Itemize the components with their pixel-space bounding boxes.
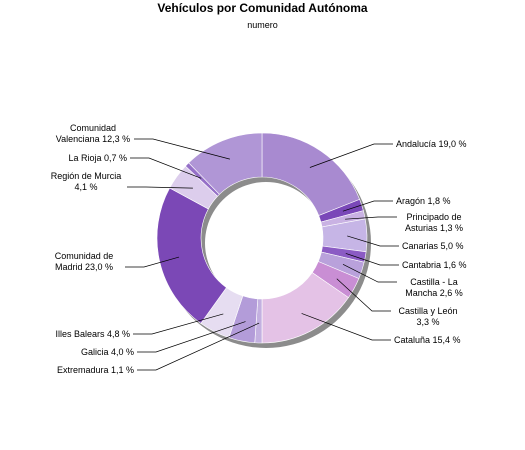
leader-line: [336, 278, 391, 312]
leader-line: [347, 235, 399, 247]
slice-label: Castilla y León 3,3 %: [398, 306, 457, 327]
chart-subtitle: numero: [247, 20, 278, 30]
slice-label: Cantabria 1,6 %: [402, 260, 467, 270]
leader-line: [137, 321, 246, 353]
slices-group: [156, 132, 368, 344]
leader-line: [134, 138, 230, 160]
leader-line: [125, 256, 180, 268]
chart-title: Vehículos por Comunidad Autónoma: [157, 1, 368, 15]
slice-label: Cataluña 15,4 %: [394, 335, 461, 345]
slice-label: Extremadura 1,1 %: [57, 365, 134, 375]
slice-label: Aragón 1,8 %: [396, 196, 451, 206]
slice-label: Comunidad de Madrid 23,0 %: [55, 251, 114, 272]
slice-label: Castilla - La Mancha 2,6 %: [405, 277, 463, 298]
slice-labels-group: Andalucía 19,0 % Aragón 1,8 % Principado d…: [51, 123, 467, 375]
leader-line: [342, 263, 397, 283]
leader-line: [137, 322, 260, 371]
slice-label: Illes Balears 4,8 %: [55, 329, 130, 339]
slice-label: Canarias 5,0 %: [402, 241, 464, 251]
pie-slice: [188, 132, 263, 195]
leader-line: [301, 313, 391, 341]
leader-line: [130, 157, 202, 179]
slice-label: Comunidad Valenciana 12,3 %: [56, 123, 130, 144]
leader-line: [309, 143, 393, 168]
slice-label: La Rioja 0,7 %: [68, 153, 127, 163]
leader-line: [342, 200, 393, 212]
pie-slice: [261, 132, 361, 216]
slice-label: Región de Murcia 4,1 %: [51, 171, 122, 192]
leader-line: [345, 216, 397, 220]
leader-line: [127, 186, 193, 189]
slice-label: Andalucía 19,0 %: [396, 139, 467, 149]
leader-line: [133, 313, 224, 335]
leader-lines-group: [125, 138, 399, 371]
leader-line: [345, 253, 399, 266]
slice-label: Galicia 4,0 %: [81, 347, 134, 357]
slice-label: Principado de Asturias 1,3 %: [405, 212, 463, 233]
